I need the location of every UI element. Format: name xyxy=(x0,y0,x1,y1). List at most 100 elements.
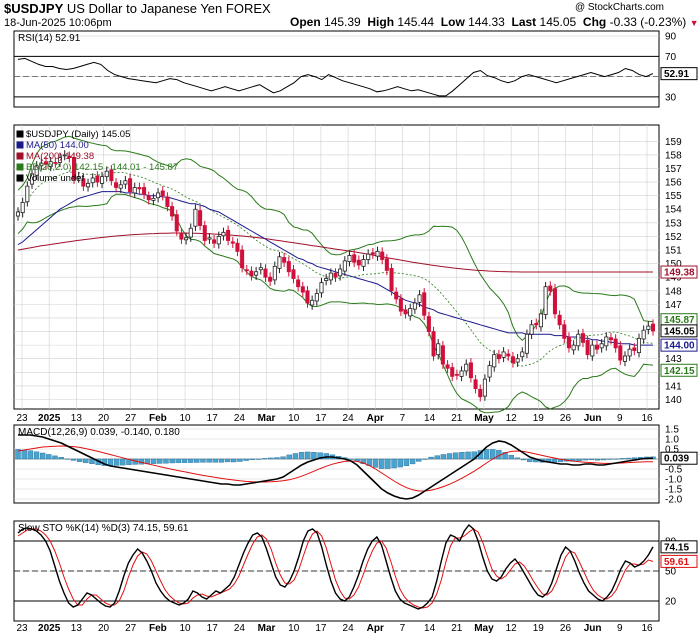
candle-body xyxy=(277,256,282,269)
candle-body xyxy=(510,356,515,364)
macd-value-tag: 0.039 xyxy=(664,454,689,465)
candle-body xyxy=(67,155,72,159)
macd-histogram-bar xyxy=(397,458,403,468)
price-tick-label: 148 xyxy=(665,286,682,297)
price-x-tick-label: 23 xyxy=(16,413,28,424)
price-value-tag-box xyxy=(660,338,698,352)
macd-histogram-bar xyxy=(157,458,163,464)
price-x-tick-label: Jun xyxy=(584,413,602,424)
macd-histogram-bar xyxy=(249,458,255,460)
macd-histogram-bar xyxy=(483,449,490,460)
candle-body xyxy=(142,187,147,195)
price-value-tag: 144.00 xyxy=(664,341,695,352)
candle-body xyxy=(422,292,427,316)
candle-body xyxy=(459,370,464,377)
candle-body xyxy=(43,161,49,165)
price-x-tick-label: Mar xyxy=(258,413,276,424)
candle-body xyxy=(29,173,35,185)
price-x-tick-label: 10 xyxy=(288,413,300,424)
price-value-tag-box xyxy=(660,363,698,377)
macd-histogram-bar xyxy=(261,458,268,460)
quote-date: 18-Jun-2025 10:06pm xyxy=(4,17,112,29)
candle-body xyxy=(170,206,175,217)
candle-body xyxy=(650,323,656,332)
macd-histogram-bar xyxy=(231,458,237,463)
candle-body xyxy=(39,162,44,167)
rsi-tick-label: 30 xyxy=(665,92,677,103)
candle-body xyxy=(496,354,501,360)
price-x-tick-label: 14 xyxy=(424,413,436,424)
candle-body xyxy=(394,291,399,300)
macd-histogram-bar xyxy=(582,458,588,461)
macd-histogram-bar xyxy=(440,454,447,460)
sto-x-tick-label: 20 xyxy=(98,623,110,634)
exchange: FOREX xyxy=(225,1,271,16)
macd-histogram-bar xyxy=(607,458,613,460)
candle-body xyxy=(296,279,301,288)
price-x-tick-label: 13 xyxy=(71,413,83,424)
candle-body xyxy=(370,252,375,255)
macd-histogram-bar xyxy=(218,458,225,463)
candle-body xyxy=(562,324,567,339)
price-x-tick-label: 20 xyxy=(98,413,110,424)
candle-body xyxy=(431,331,436,357)
sto-k-line xyxy=(17,523,654,610)
sto-x-tick-label: 27 xyxy=(125,623,137,634)
candle-body xyxy=(557,314,562,326)
rsi-value-tag: 52.91 xyxy=(664,69,689,80)
candle-body xyxy=(366,253,371,260)
candle-body xyxy=(314,293,319,302)
candle-body xyxy=(57,157,63,163)
macd-tick-label: 1.0 xyxy=(665,435,679,446)
macd-histogram-bar xyxy=(120,458,126,466)
candle-body xyxy=(109,169,114,182)
macd-histogram-bar xyxy=(64,458,71,460)
macd-histogram-bar xyxy=(600,458,607,461)
price-tick-label: 156 xyxy=(665,178,682,189)
macd-histogram-bar xyxy=(224,458,231,463)
macd-histogram-bar xyxy=(508,454,514,460)
candle-body xyxy=(221,231,226,237)
candle-body xyxy=(81,178,86,187)
price-panel xyxy=(13,124,660,410)
candle-body xyxy=(524,333,529,354)
macd-histogram-bar xyxy=(613,458,619,460)
macd-histogram-bar xyxy=(70,458,77,461)
price-value-tag: 149.38 xyxy=(664,268,695,279)
chart-title: $USDJPY US Dollar to Japanese Yen FOREX xyxy=(4,1,271,16)
candle-body xyxy=(207,237,212,240)
candle-body xyxy=(15,211,21,217)
candle-body xyxy=(48,161,53,167)
candle-body xyxy=(235,242,240,252)
sto-x-tick-label: 9 xyxy=(617,623,623,634)
macd-histogram-bar xyxy=(27,450,34,460)
candle-body xyxy=(86,183,91,188)
sto-x-tick-label: 13 xyxy=(71,623,83,634)
macd-tick-label: 0.5 xyxy=(665,445,679,456)
sto-x-tick-label: 16 xyxy=(641,623,653,634)
price-x-tick-label: 9 xyxy=(617,413,623,424)
candle-body xyxy=(254,271,259,276)
macd-histogram-bar xyxy=(187,458,194,463)
candle-body xyxy=(543,286,548,315)
macd-histogram-bar xyxy=(150,458,157,464)
candle-body xyxy=(529,324,534,335)
candle-body xyxy=(104,170,109,178)
macd-histogram-bar xyxy=(446,453,453,460)
sto-x-tick-label: 21 xyxy=(451,623,463,634)
symbol: $USDJPY xyxy=(4,1,64,16)
sto-x-tick-label: 10 xyxy=(179,623,191,634)
macd-histogram-bar xyxy=(502,452,508,460)
price-tick-label: 159 xyxy=(665,137,682,148)
macd-histogram-bar xyxy=(286,454,292,460)
macd-histogram-bar xyxy=(422,458,428,460)
candle-body xyxy=(534,322,539,326)
legend-swatch xyxy=(16,130,24,138)
candle-body xyxy=(571,344,576,351)
candle-body xyxy=(389,267,394,292)
candle-body xyxy=(440,345,445,365)
candle-body xyxy=(417,294,422,303)
price-x-tick-label: 24 xyxy=(234,413,246,424)
candle-body xyxy=(188,227,193,238)
